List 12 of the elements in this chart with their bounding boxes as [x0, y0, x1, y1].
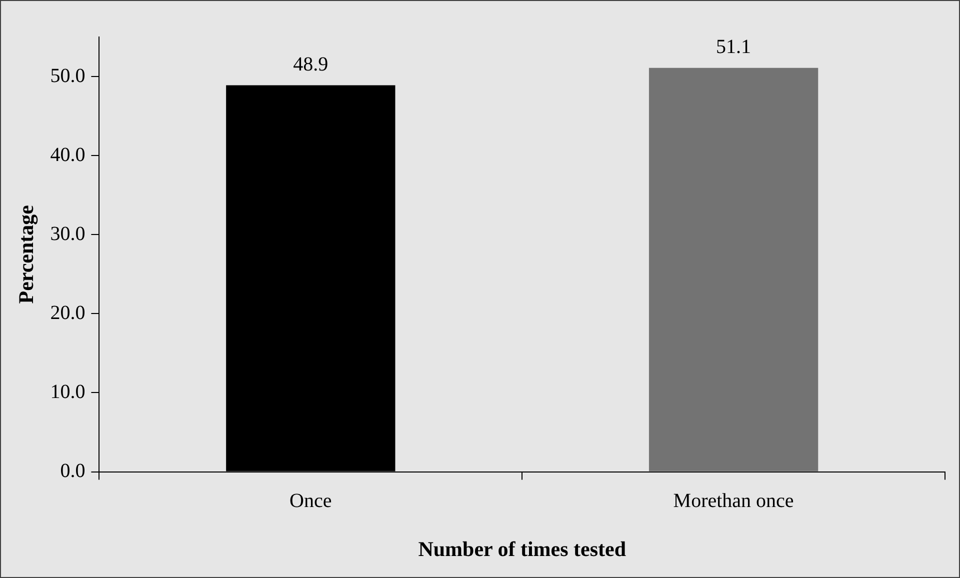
x-tick-label: Morethan once	[673, 490, 794, 512]
data-label: 48.9	[293, 53, 328, 76]
y-tick-label: 0.0	[60, 460, 86, 482]
x-axis-title: Number of times tested	[418, 536, 626, 561]
y-axis-title: Percentage	[14, 205, 38, 304]
data-label: 51.1	[716, 36, 752, 58]
y-tick-label: 30.0	[50, 222, 86, 245]
x-tick-label: Once	[290, 490, 332, 512]
y-tick-label: 10.0	[50, 380, 86, 403]
y-tick-label: 20.0	[50, 302, 86, 324]
y-tick-label: 50.0	[50, 64, 86, 87]
y-tick-label: 40.0	[50, 144, 86, 166]
